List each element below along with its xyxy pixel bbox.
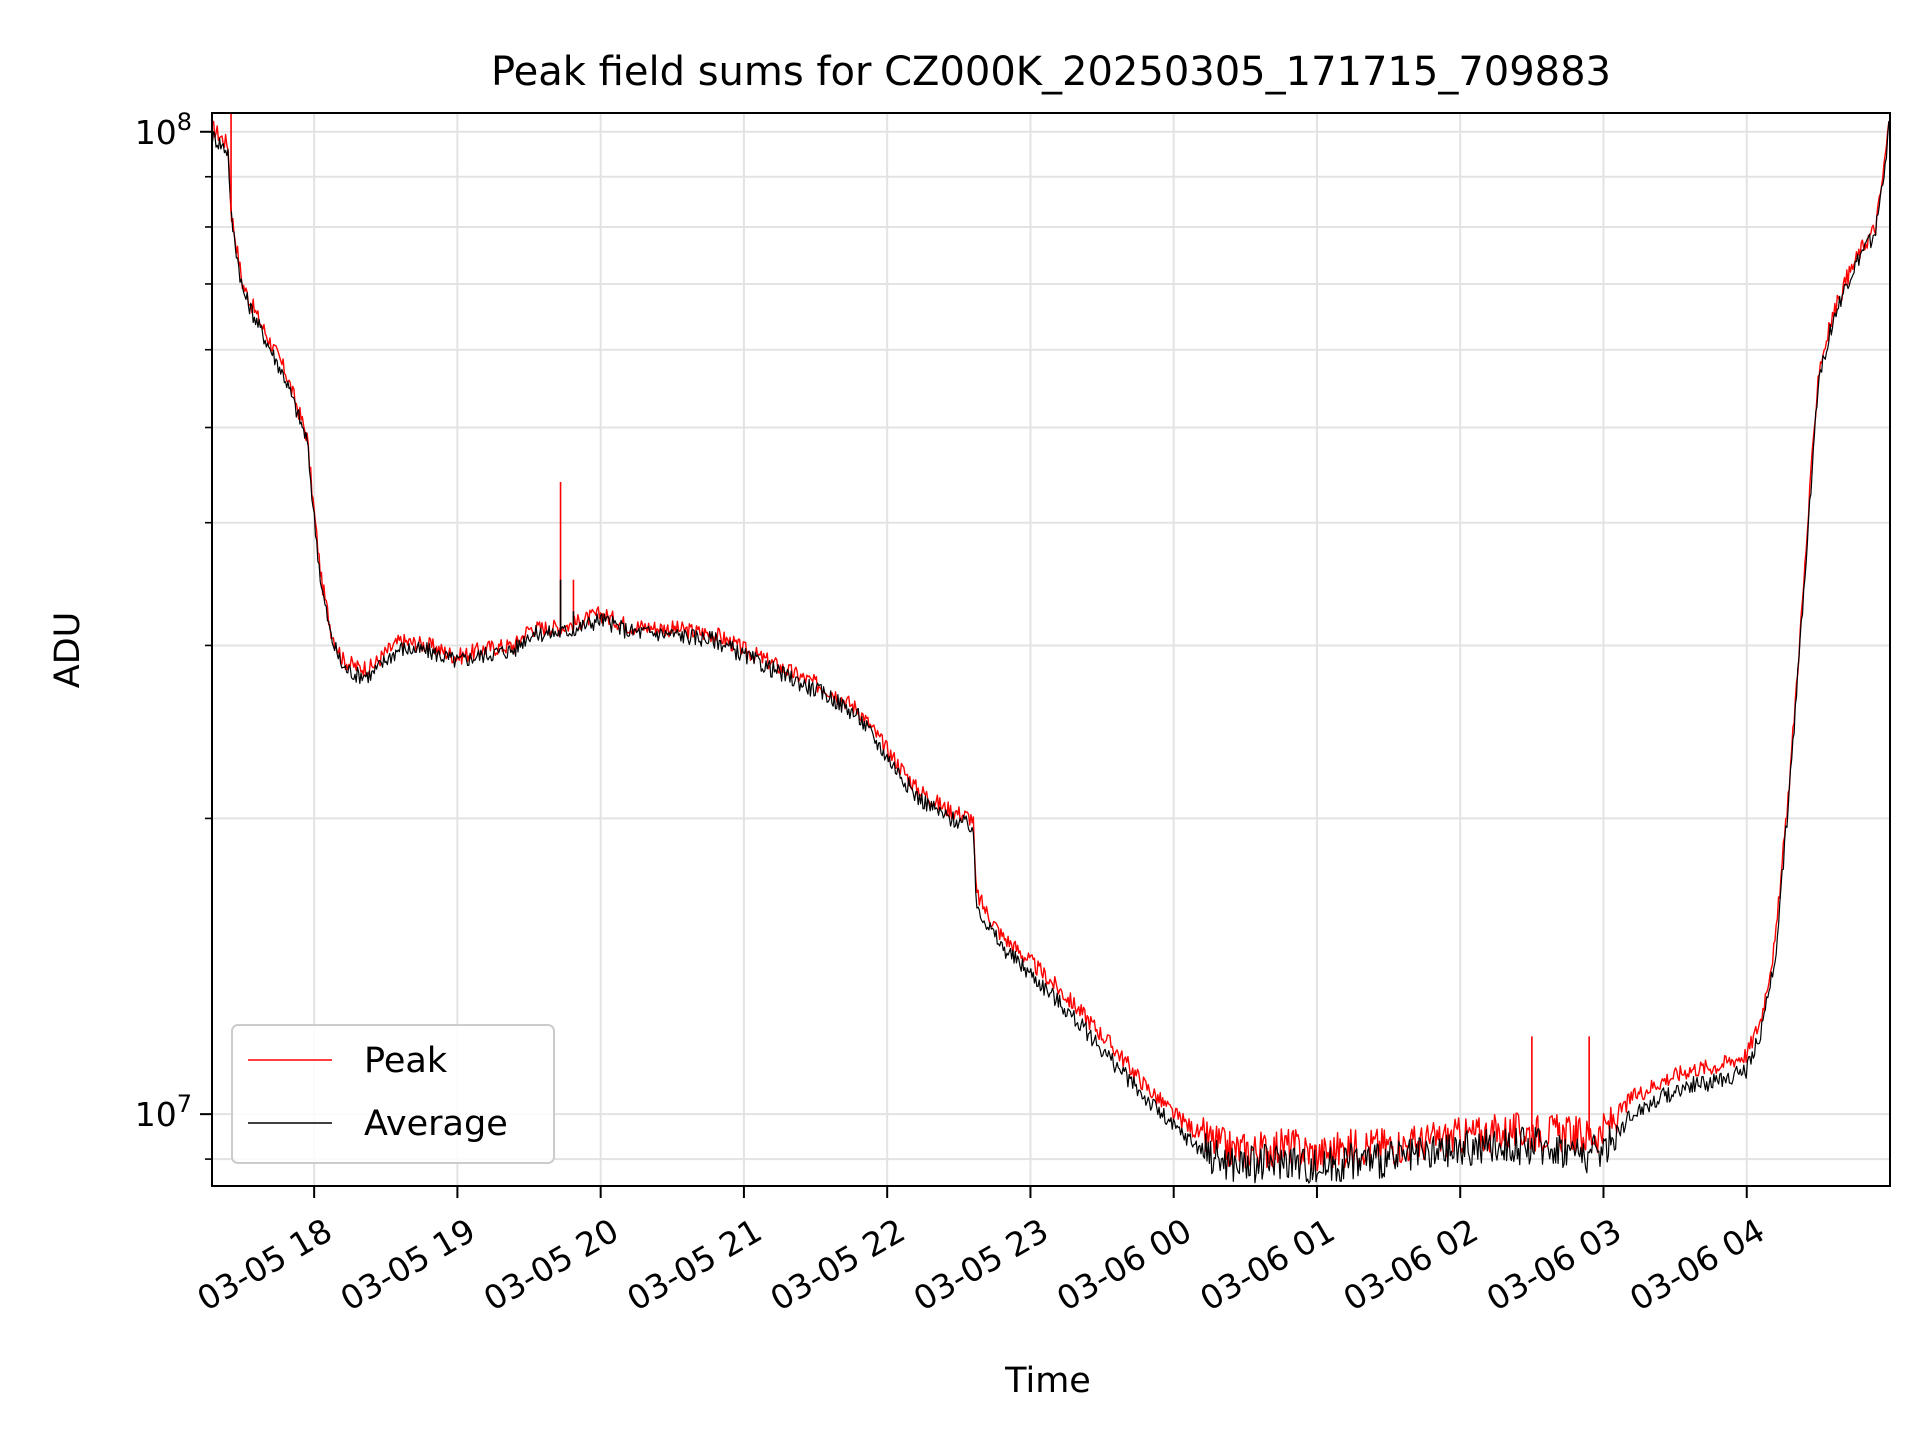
x-axis-label: Time	[1004, 1361, 1091, 1401]
grid	[212, 113, 1890, 1186]
y-tick-label: 107	[135, 1090, 192, 1134]
chart-title: Peak field sums for CZ000K_20250305_1717…	[491, 49, 1611, 95]
series-line-peak	[212, 119, 1890, 1172]
plot-area	[212, 113, 1890, 1184]
y-axis: 107 108	[135, 108, 212, 1160]
legend-peak-label: Peak	[364, 1041, 448, 1081]
y-axis-label: ADU	[48, 612, 88, 689]
legend-average-label: Average	[364, 1104, 508, 1144]
y-tick-label: 108	[135, 108, 192, 152]
series-line-average	[212, 121, 1890, 1184]
plot-frame	[211, 112, 1891, 1187]
legend: Peak Average	[231, 1024, 555, 1164]
